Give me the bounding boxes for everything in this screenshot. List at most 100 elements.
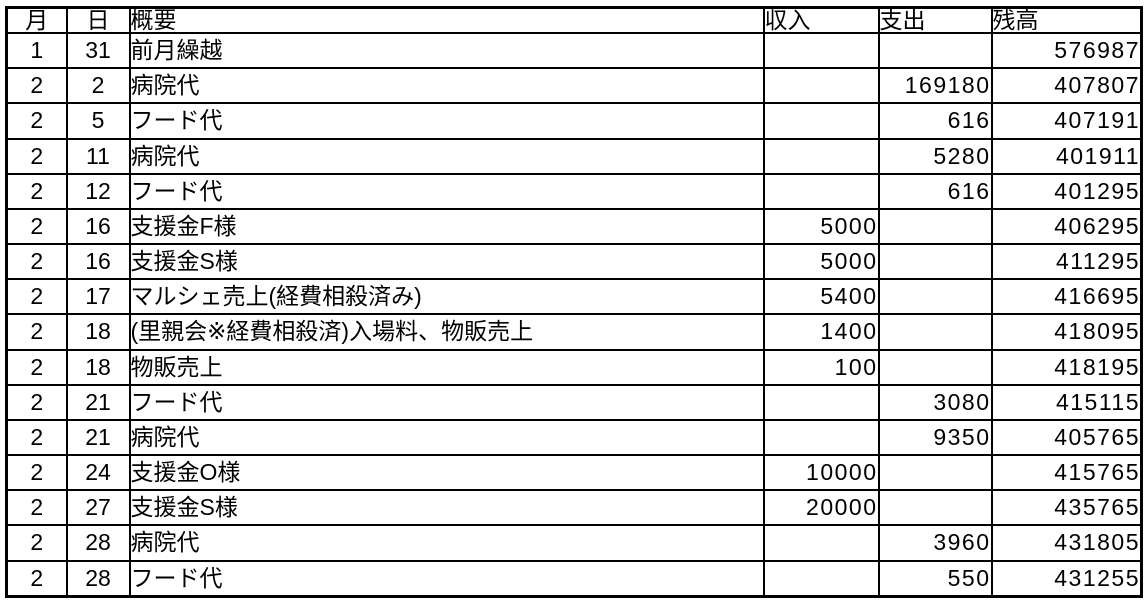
cell-day: 27: [65, 489, 131, 527]
cell-description: 支援金S様: [128, 243, 765, 281]
cell-income: [762, 418, 880, 457]
cell-income: 5400: [762, 278, 880, 316]
table-row: 2 24 支援金O様 10000 415765: [5, 454, 1143, 492]
table-row: 2 18 物販売上 100 418195: [5, 348, 1143, 386]
cell-description: フード代: [128, 383, 765, 421]
cell-income: 5000: [762, 207, 880, 246]
cell-expense: [877, 348, 993, 386]
cell-month: 2: [5, 243, 68, 281]
cell-income: 1400: [762, 313, 880, 351]
col-header-expense: 支出: [877, 6, 993, 34]
cell-day: 28: [65, 559, 131, 598]
cell-income: [762, 524, 880, 562]
cell-description: フード代: [128, 102, 765, 140]
cell-income: [762, 383, 880, 421]
cell-balance: 418195: [990, 348, 1143, 386]
cell-income: [762, 559, 880, 598]
table-row: 2 11 病院代 5280 401911: [5, 137, 1143, 175]
table-row: 2 21 フード代 3080 415115: [5, 383, 1143, 421]
cell-day: 11: [65, 137, 131, 175]
cell-month: 2: [5, 207, 68, 246]
cell-day: 17: [65, 278, 131, 316]
cell-balance: 415115: [990, 383, 1143, 421]
cell-expense: [877, 489, 993, 527]
col-header-income: 収入: [762, 6, 880, 34]
cell-income: [762, 137, 880, 175]
cell-day: 16: [65, 243, 131, 281]
cell-balance: 407807: [990, 67, 1143, 105]
table-row: 2 28 フード代 550 431255: [5, 559, 1143, 598]
ledger-table: 月 日 概要 収入 支出 残高 1 31 前月繰越 576987 2 2 病院代…: [5, 6, 1143, 598]
cell-expense: 550: [877, 559, 993, 598]
cell-balance: 415765: [990, 454, 1143, 492]
cell-description: 病院代: [128, 137, 765, 175]
table-row: 2 17 マルシェ売上(経費相殺済み) 5400 416695: [5, 278, 1143, 316]
cell-expense: [877, 243, 993, 281]
cell-expense: [877, 313, 993, 351]
cell-balance: 405765: [990, 418, 1143, 457]
cell-description: 支援金O様: [128, 454, 765, 492]
cell-day: 16: [65, 207, 131, 246]
cell-expense: [877, 31, 993, 70]
cell-balance: 435765: [990, 489, 1143, 527]
table-row: 2 28 病院代 3960 431805: [5, 524, 1143, 562]
cell-income: 20000: [762, 489, 880, 527]
cell-description: 支援金F様: [128, 207, 765, 246]
cell-description: 物販売上: [128, 348, 765, 386]
cell-month: 2: [5, 172, 68, 210]
cell-expense: 3080: [877, 383, 993, 421]
col-header-day: 日: [65, 6, 131, 34]
cell-day: 28: [65, 524, 131, 562]
cell-day: 31: [65, 31, 131, 70]
cell-balance: 411295: [990, 243, 1143, 281]
cell-balance: 431255: [990, 559, 1143, 598]
col-header-month: 月: [5, 6, 68, 34]
table-row: 2 18 (里親会※経費相殺済)入場料、物販売上 1400 418095: [5, 313, 1143, 351]
cell-month: 2: [5, 454, 68, 492]
cell-description: 病院代: [128, 67, 765, 105]
cell-expense: 616: [877, 102, 993, 140]
cell-day: 24: [65, 454, 131, 492]
ledger-body: 1 31 前月繰越 576987 2 2 病院代 169180 407807 2…: [5, 31, 1143, 598]
header-row: 月 日 概要 収入 支出 残高: [5, 6, 1143, 34]
cell-expense: [877, 207, 993, 246]
col-header-balance: 残高: [990, 6, 1143, 34]
cell-description: フード代: [128, 172, 765, 210]
cell-expense: 169180: [877, 67, 993, 105]
cell-day: 18: [65, 348, 131, 386]
table-row: 2 5 フード代 616 407191: [5, 102, 1143, 140]
ledger-page: 月 日 概要 収入 支出 残高 1 31 前月繰越 576987 2 2 病院代…: [5, 6, 1143, 598]
cell-month: 2: [5, 102, 68, 140]
cell-description: 病院代: [128, 418, 765, 457]
cell-income: [762, 67, 880, 105]
table-row: 2 27 支援金S様 20000 435765: [5, 489, 1143, 527]
cell-balance: 401911: [990, 137, 1143, 175]
cell-month: 2: [5, 137, 68, 175]
cell-description: 前月繰越: [128, 31, 765, 70]
table-row: 2 16 支援金S様 5000 411295: [5, 243, 1143, 281]
cell-month: 2: [5, 559, 68, 598]
cell-expense: 9350: [877, 418, 993, 457]
cell-expense: 3960: [877, 524, 993, 562]
cell-income: [762, 31, 880, 70]
cell-income: 5000: [762, 243, 880, 281]
table-row: 2 12 フード代 616 401295: [5, 172, 1143, 210]
cell-day: 12: [65, 172, 131, 210]
cell-balance: 406295: [990, 207, 1143, 246]
cell-balance: 576987: [990, 31, 1143, 70]
cell-balance: 407191: [990, 102, 1143, 140]
cell-month: 2: [5, 67, 68, 105]
cell-description: フード代: [128, 559, 765, 598]
cell-month: 1: [5, 31, 68, 70]
cell-expense: 616: [877, 172, 993, 210]
cell-balance: 418095: [990, 313, 1143, 351]
table-row: 2 16 支援金F様 5000 406295: [5, 207, 1143, 246]
cell-balance: 401295: [990, 172, 1143, 210]
cell-day: 21: [65, 383, 131, 421]
cell-income: 100: [762, 348, 880, 386]
cell-expense: [877, 278, 993, 316]
cell-month: 2: [5, 348, 68, 386]
cell-balance: 431805: [990, 524, 1143, 562]
cell-income: 10000: [762, 454, 880, 492]
table-row: 2 2 病院代 169180 407807: [5, 67, 1143, 105]
